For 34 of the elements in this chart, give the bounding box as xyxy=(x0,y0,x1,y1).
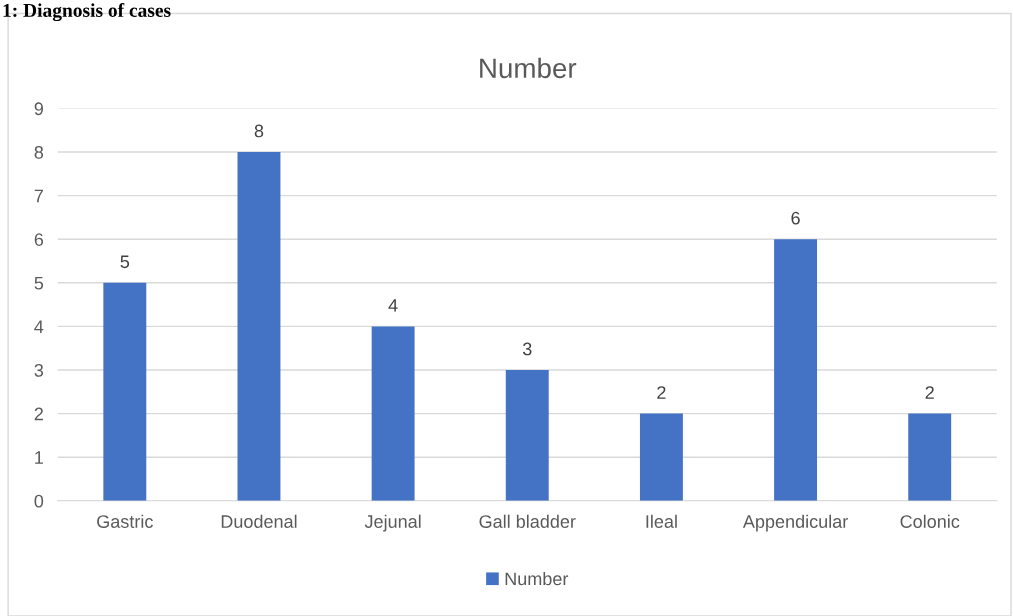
data-label: 4 xyxy=(388,299,398,312)
data-label: 3 xyxy=(522,342,532,356)
y-tick-label: 0 xyxy=(34,494,44,508)
bar xyxy=(237,152,281,501)
y-tick-label: 5 xyxy=(34,276,44,290)
x-tick-label: Gall bladder xyxy=(479,514,576,528)
bar xyxy=(505,370,549,501)
data-label: 2 xyxy=(925,386,934,399)
y-tick-label: 6 xyxy=(34,233,44,246)
bar xyxy=(774,239,818,501)
y-tick-label: 8 xyxy=(34,145,44,159)
bar xyxy=(639,413,683,501)
chart-title: Number xyxy=(480,57,577,79)
data-label: 2 xyxy=(657,386,666,399)
text: 1: Diagnosis of cases xyxy=(3,3,171,22)
x-tick-label: Jejunal xyxy=(364,514,421,532)
bar xyxy=(103,282,147,501)
x-tick-label: Colonic xyxy=(900,514,960,528)
x-tick-label: Ileal xyxy=(646,514,677,528)
bar xyxy=(908,413,952,501)
x-tick-label: Gastric xyxy=(97,514,153,528)
y-tick-label: 2 xyxy=(34,407,43,421)
x-tick-label: Appendicular xyxy=(742,514,848,532)
y-tick-label: 7 xyxy=(34,189,43,203)
y-tick-label: 3 xyxy=(34,363,44,377)
data-label: 8 xyxy=(254,124,264,138)
data-label: 5 xyxy=(120,255,130,269)
bar xyxy=(371,326,415,501)
legend-label: Number xyxy=(505,571,569,586)
data-label: 6 xyxy=(791,211,800,225)
y-tick-label: 1 xyxy=(35,451,43,464)
y-tick-label: 4 xyxy=(34,320,44,333)
x-tick-label: Duodenal xyxy=(221,514,297,528)
y-tick-label: 9 xyxy=(34,102,43,116)
